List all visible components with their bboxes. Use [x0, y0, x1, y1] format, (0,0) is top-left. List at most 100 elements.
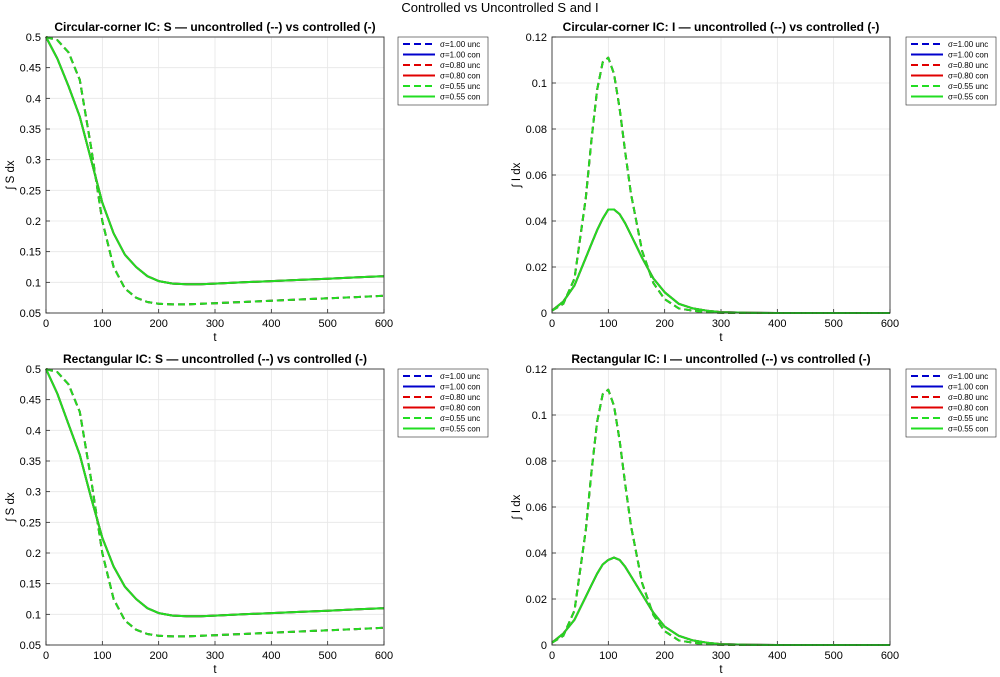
y-tick-label: 0.25 — [20, 185, 41, 197]
y-tick-label: 0 — [541, 640, 547, 652]
x-tick-label: 500 — [318, 318, 336, 330]
y-tick-label: 0.02 — [526, 262, 547, 274]
x-axis-label: t — [213, 332, 217, 344]
x-axis-label: t — [719, 332, 723, 344]
legend-label: σ=0.55 unc — [948, 414, 988, 423]
y-tick-label: 0.45 — [20, 395, 41, 407]
legend-label: σ=0.55 con — [948, 93, 988, 102]
figure-title: Controlled vs Uncontrolled S and I — [401, 0, 598, 15]
legend-box — [397, 36, 489, 106]
y-tick-label: 0.45 — [20, 63, 41, 75]
legend-label: σ=1.00 unc — [948, 40, 988, 49]
series-line-6 — [45, 36, 385, 286]
legend-label: σ=0.80 con — [948, 72, 988, 81]
legend-label: σ=1.00 con — [948, 383, 988, 392]
x-tick-label: 600 — [375, 650, 393, 662]
legend-box — [397, 368, 489, 438]
y-tick-label: 0 — [541, 308, 547, 320]
x-tick-label: 0 — [43, 318, 49, 330]
y-axis-label: ∫ S dx — [5, 160, 17, 191]
y-tick-label: 0.1 — [532, 78, 547, 90]
legend-label: σ=0.80 con — [440, 404, 480, 413]
legend-label: σ=0.80 unc — [440, 61, 480, 70]
x-axis-label: t — [719, 664, 723, 676]
plot-frame — [45, 36, 385, 314]
x-tick-label: 300 — [206, 318, 224, 330]
y-tick-label: 0.5 — [26, 364, 41, 376]
y-tick-label: 0.35 — [20, 456, 41, 468]
x-tick-label: 400 — [768, 650, 786, 662]
legend-label: σ=0.55 unc — [440, 82, 480, 91]
y-tick-label: 0.2 — [26, 548, 41, 560]
legend-label: σ=0.80 unc — [948, 393, 988, 402]
y-tick-label: 0.06 — [526, 502, 547, 514]
legend-box — [905, 368, 997, 438]
legend-label: σ=1.00 unc — [948, 372, 988, 381]
x-tick-label: 300 — [712, 318, 730, 330]
x-tick-label: 200 — [655, 318, 673, 330]
x-tick-label: 0 — [549, 318, 555, 330]
x-tick-label: 300 — [206, 650, 224, 662]
x-tick-label: 100 — [93, 650, 111, 662]
x-tick-label: 0 — [43, 650, 49, 662]
y-tick-label: 0.04 — [526, 216, 547, 228]
panel-title: Rectangular IC: S — uncontrolled (--) vs… — [63, 352, 367, 366]
x-axis-label: t — [213, 664, 217, 676]
panel-2: 0 100 200 300 400 500 600 0 0.02 0.04 0.06 0.08 0.1 0… — [511, 20, 997, 344]
series-line-5 — [45, 368, 385, 638]
legend-label: σ=0.55 con — [948, 425, 988, 434]
y-axis-label: ∫ S dx — [5, 492, 17, 523]
y-axis-label: ∫ I dx — [511, 494, 523, 520]
x-tick-label: 500 — [318, 650, 336, 662]
x-tick-label: 0 — [549, 650, 555, 662]
legend-label: σ=1.00 unc — [440, 40, 480, 49]
plot-frame — [551, 368, 891, 646]
legend-label: σ=1.00 unc — [440, 372, 480, 381]
legend-label: σ=0.55 unc — [440, 414, 480, 423]
panel-title: Circular-corner IC: S — uncontrolled (--… — [54, 20, 375, 34]
x-tick-label: 200 — [655, 650, 673, 662]
y-tick-label: 0.35 — [20, 124, 41, 136]
legend-label: σ=0.55 con — [440, 425, 480, 434]
y-tick-label: 0.1 — [532, 410, 547, 422]
legend-label: σ=0.80 unc — [440, 393, 480, 402]
panel-title: Rectangular IC: I — uncontrolled (--) vs… — [571, 352, 870, 366]
legend-label: σ=0.80 con — [948, 404, 988, 413]
y-axis-label: ∫ I dx — [511, 162, 523, 188]
x-tick-label: 400 — [262, 318, 280, 330]
series-line-6 — [45, 368, 385, 618]
x-tick-label: 100 — [93, 318, 111, 330]
y-tick-label: 0.4 — [26, 425, 41, 437]
x-tick-label: 200 — [149, 650, 167, 662]
y-tick-label: 0.4 — [26, 93, 41, 105]
x-tick-label: 600 — [881, 650, 899, 662]
x-tick-label: 100 — [599, 318, 617, 330]
series-line-5 — [45, 36, 385, 306]
x-tick-label: 200 — [149, 318, 167, 330]
y-tick-label: 0.05 — [20, 308, 41, 320]
y-tick-label: 0.05 — [20, 640, 41, 652]
x-tick-label: 500 — [824, 318, 842, 330]
x-tick-label: 600 — [881, 318, 899, 330]
y-tick-label: 0.08 — [526, 124, 547, 136]
panel-1: 0 100 200 300 400 500 600 0.05 0.1 0.15 0.2 0.25 0.3… — [5, 20, 489, 344]
x-tick-label: 400 — [768, 318, 786, 330]
y-tick-label: 0.5 — [26, 32, 41, 44]
legend-label: σ=0.80 con — [440, 72, 480, 81]
y-tick-label: 0.12 — [526, 364, 547, 376]
y-tick-label: 0.06 — [526, 170, 547, 182]
y-tick-label: 0.02 — [526, 594, 547, 606]
y-tick-label: 0.3 — [26, 487, 41, 499]
y-tick-label: 0.1 — [26, 609, 41, 621]
x-tick-label: 600 — [375, 318, 393, 330]
y-tick-label: 0.12 — [526, 32, 547, 44]
y-tick-label: 0.04 — [526, 548, 547, 560]
legend-label: σ=0.55 unc — [948, 82, 988, 91]
y-tick-label: 0.3 — [26, 155, 41, 167]
y-tick-label: 0.15 — [20, 247, 41, 259]
x-tick-label: 100 — [599, 650, 617, 662]
y-tick-label: 0.15 — [20, 579, 41, 591]
